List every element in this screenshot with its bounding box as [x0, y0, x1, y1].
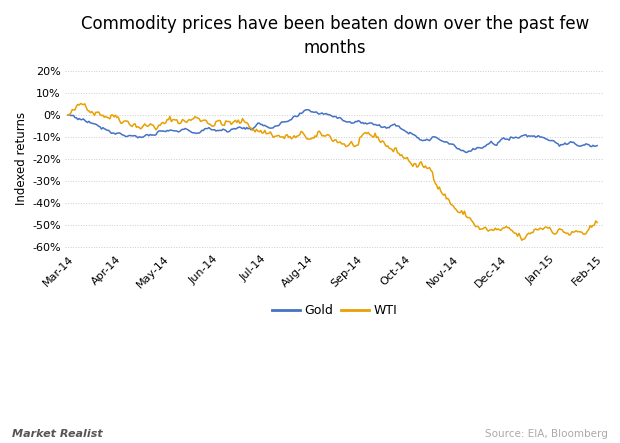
Gold	[358, 120, 365, 126]
Gold	[593, 143, 601, 148]
Gold	[472, 147, 479, 152]
Text: Source: EIA, Bloomberg: Source: EIA, Bloomberg	[485, 428, 608, 439]
WTI	[380, 139, 388, 144]
Line: WTI: WTI	[68, 104, 597, 240]
WTI	[593, 220, 601, 225]
Gold	[159, 128, 167, 134]
Gold	[380, 124, 388, 130]
WTI	[301, 134, 309, 139]
WTI	[64, 112, 72, 117]
Legend: Gold, WTI: Gold, WTI	[267, 299, 402, 323]
Gold	[64, 112, 72, 117]
Title: Commodity prices have been beaten down over the past few
months: Commodity prices have been beaten down o…	[81, 15, 589, 57]
WTI	[77, 101, 84, 106]
Text: Market Realist: Market Realist	[12, 428, 103, 439]
WTI	[471, 222, 478, 227]
Gold	[462, 150, 469, 155]
Y-axis label: Indexed returns: Indexed returns	[15, 112, 28, 206]
Gold	[458, 148, 466, 153]
WTI	[358, 134, 365, 140]
WTI	[161, 121, 168, 126]
Line: Gold: Gold	[68, 110, 597, 152]
Gold	[303, 107, 311, 113]
Gold	[300, 108, 308, 113]
WTI	[518, 237, 526, 243]
WTI	[458, 208, 466, 213]
